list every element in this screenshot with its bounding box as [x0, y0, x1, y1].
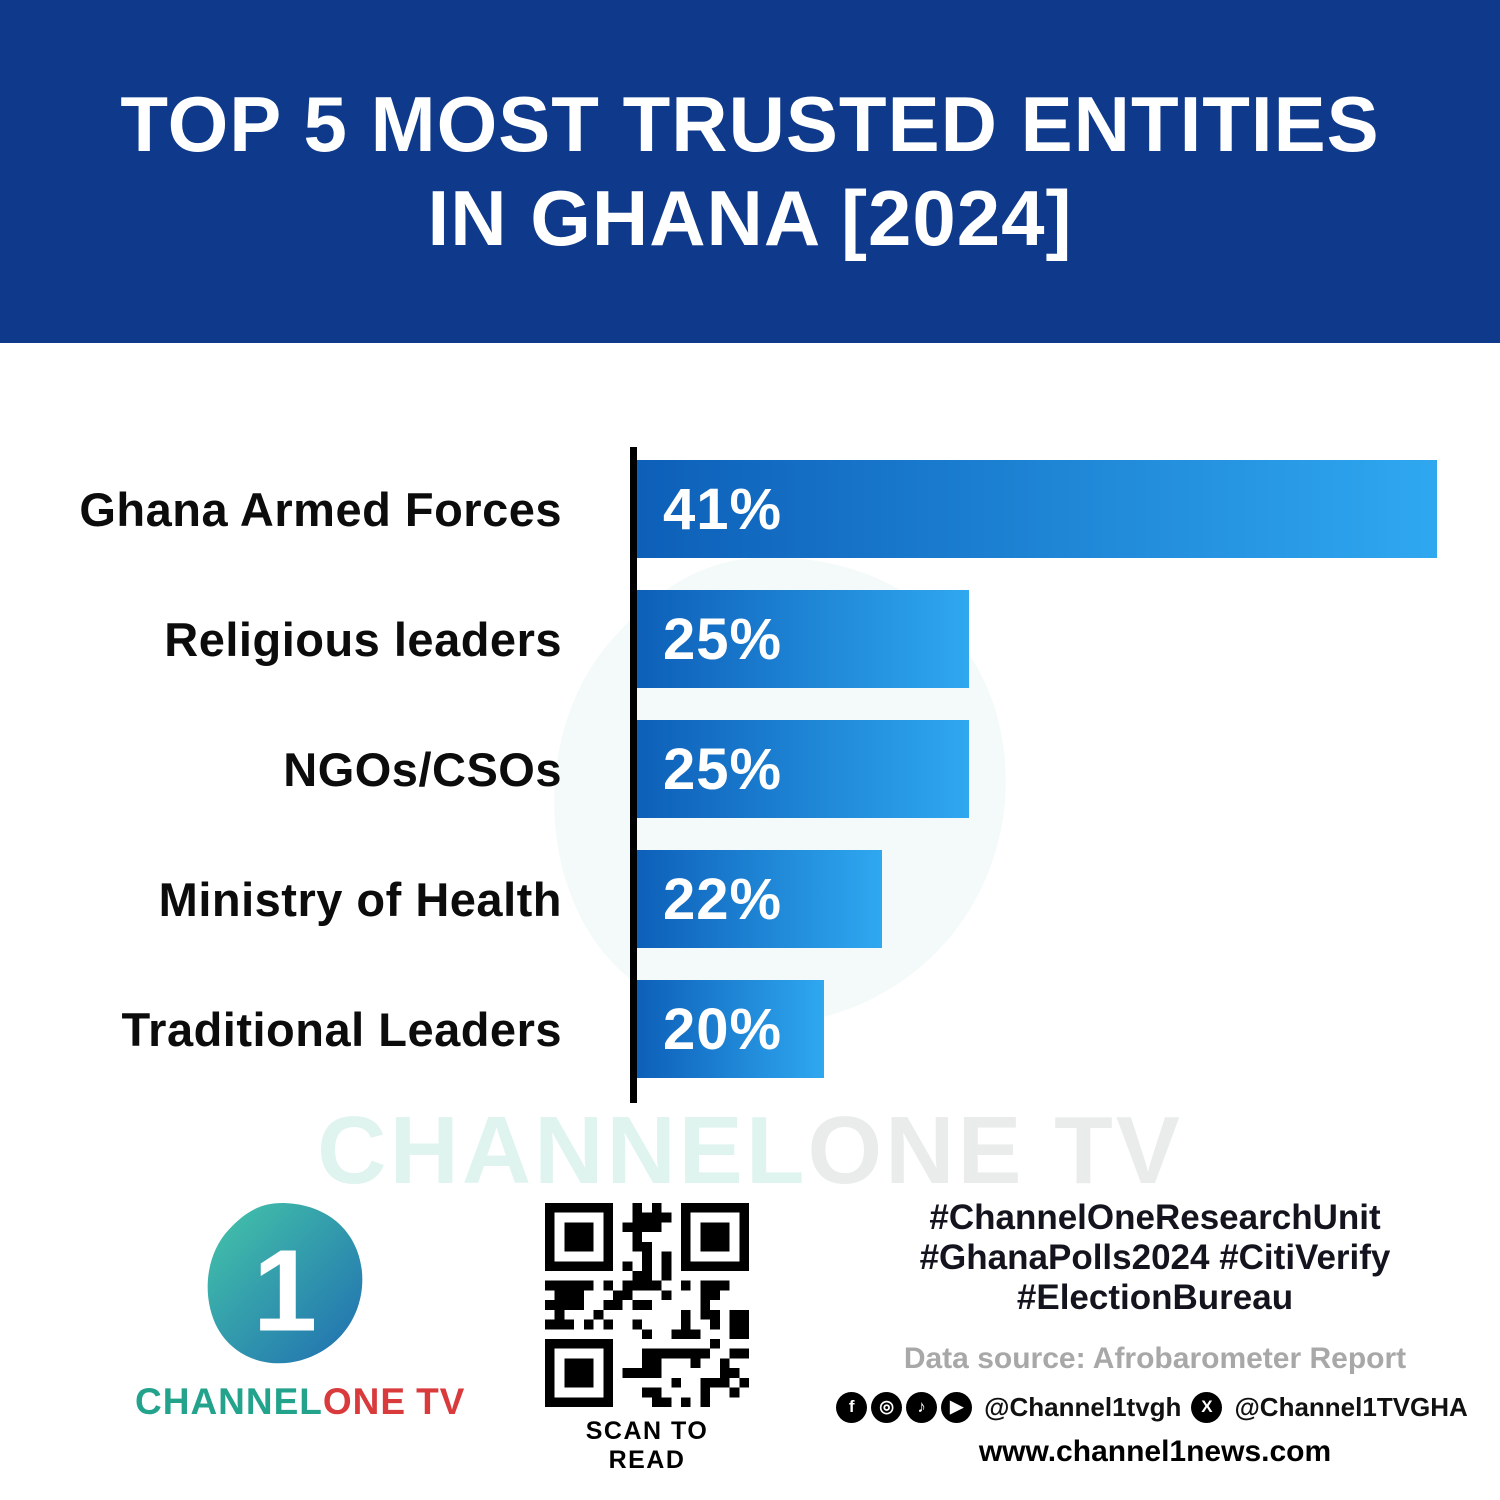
bar: 41% [637, 460, 1437, 558]
bar: 25% [637, 720, 969, 818]
bar-label: Ministry of Health [158, 872, 562, 926]
bar: 22% [637, 850, 882, 948]
bar-value: 22% [663, 866, 783, 932]
header-banner: TOP 5 MOST TRUSTED ENTITIES IN GHANA [20… [0, 0, 1500, 343]
channel-one-logo: 1 CHANNELONE TV [135, 1192, 464, 1423]
website-url: www.channel1news.com [978, 1434, 1332, 1468]
axis-line [630, 447, 637, 1103]
bar-value: 41% [663, 476, 783, 542]
instagram-icon: ◎ [871, 1391, 903, 1423]
x-icon: X [1191, 1391, 1223, 1423]
logo-numeral: 1 [253, 1226, 317, 1356]
social-handle-2: @Channel1TVGHA [1234, 1391, 1468, 1422]
data-source-text: Data source: Afrobarometer Report [903, 1341, 1407, 1375]
bar-label: Ghana Armed Forces [79, 482, 562, 536]
social-row: f ◎ ♪ ▶ @Channel1tvgh X @Channel1TVGHA [836, 1391, 1468, 1423]
page-title-line2: IN GHANA [2024] [427, 173, 1073, 262]
bar-label: Religious leaders [164, 612, 562, 666]
logo-pick-icon: 1 [190, 1192, 380, 1377]
logo-text-tv: TV [416, 1381, 466, 1422]
bar-label: Traditional Leaders [121, 1002, 562, 1056]
footer-right-column: #ChannelOneResearchUnit #GhanaPolls2024 … [836, 1198, 1468, 1469]
bar-chart: Ghana Armed Forces 41% Religious leaders 25… [0, 460, 1500, 1110]
bar: 20% [637, 980, 824, 1078]
page-title-line1: TOP 5 MOST TRUSTED ENTITIES [120, 79, 1380, 168]
chart-row: Religious leaders 25% [0, 590, 1500, 688]
qr-block: SCAN TO READ [545, 1203, 749, 1475]
bar-value: 20% [663, 996, 783, 1062]
chart-rows: Ghana Armed Forces 41% Religious leaders 25… [0, 460, 1500, 1078]
bar-label: NGOs/CSOs [283, 742, 562, 796]
bar: 25% [637, 590, 969, 688]
facebook-icon: f [836, 1391, 868, 1423]
bar-value: 25% [663, 736, 783, 802]
text-watermark: CHANNELONE TV [0, 1096, 1500, 1206]
youtube-icon: ▶ [941, 1391, 973, 1423]
logo-wordmark: CHANNELONE TV [135, 1381, 464, 1423]
watermark-onetv: ONE TV [807, 1097, 1183, 1204]
chart-row: Ghana Armed Forces 41% [0, 460, 1500, 558]
chart-row: Traditional Leaders 20% [0, 980, 1500, 1078]
logo-text-channel: CHANNEL [135, 1381, 323, 1422]
hashtags-line3: #ElectionBureau [1016, 1277, 1294, 1317]
tiktok-icon: ♪ [906, 1391, 938, 1423]
chart-row: Ministry of Health 22% [0, 850, 1500, 948]
watermark-channel: CHANNEL [317, 1097, 808, 1204]
chart-row: NGOs/CSOs 25% [0, 720, 1500, 818]
hashtags-line1: #ChannelOneResearchUnit [929, 1198, 1381, 1237]
qr-caption: SCAN TO READ [585, 1417, 709, 1474]
social-handle-1: @Channel1tvgh [984, 1391, 1182, 1422]
qr-code [545, 1203, 749, 1407]
bar-value: 25% [663, 606, 783, 672]
logo-text-one: ONE [322, 1381, 407, 1422]
hashtags-line2: #GhanaPolls2024 #CitiVerify [919, 1237, 1391, 1277]
